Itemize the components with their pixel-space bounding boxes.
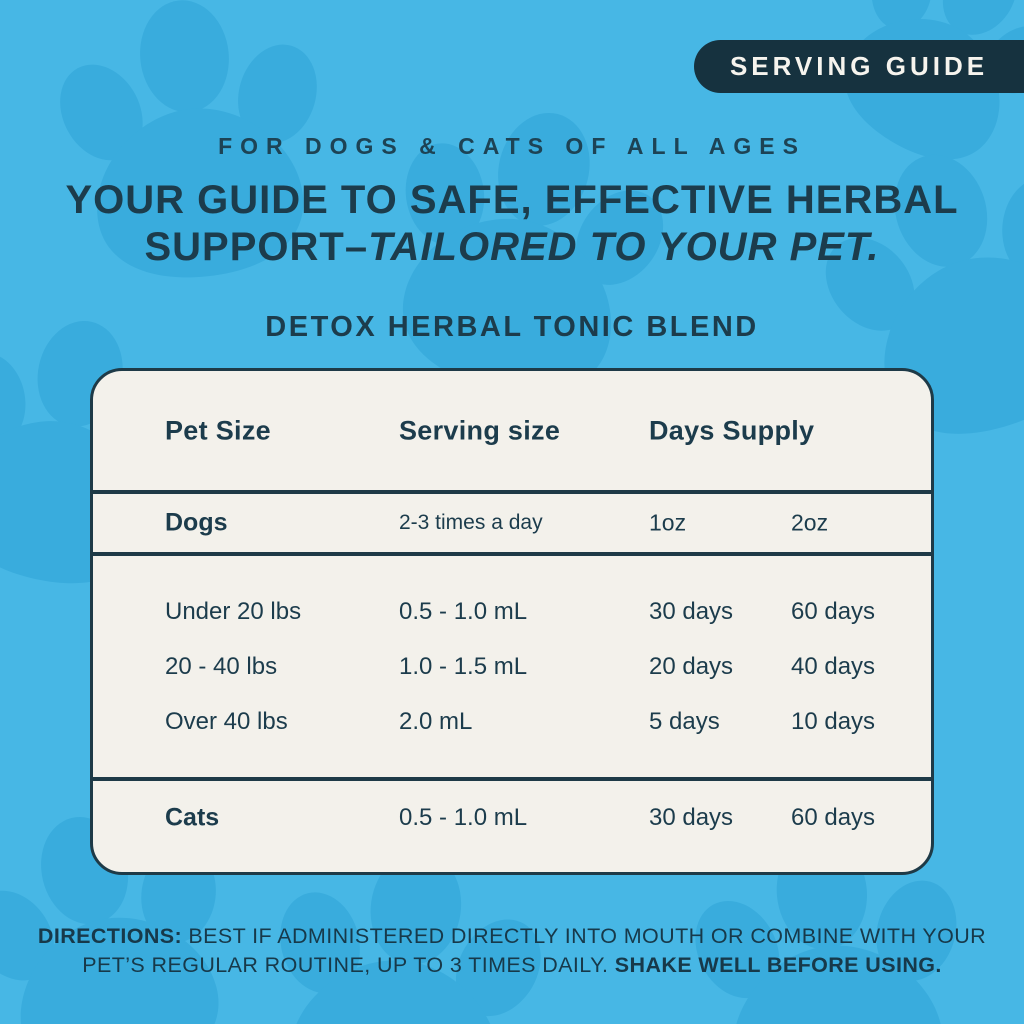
product-name: DETOX HERBAL TONIC BLEND: [265, 311, 759, 343]
eyebrow-text: FOR DOGS & CATS OF ALL AGES: [218, 133, 806, 159]
directions-emphasis: SHAKE WELL BEFORE USING.: [614, 953, 942, 977]
days-supply-1oz: 5 days: [649, 707, 720, 735]
days-supply-2oz: 60 days: [791, 597, 876, 625]
bottle-size-2oz: 2oz: [791, 509, 829, 536]
serving-frequency: 2-3 times a day: [399, 511, 543, 534]
table-divider: [90, 490, 934, 494]
pet-label: Dogs: [165, 508, 228, 537]
days-supply-2oz: 40 days: [791, 652, 876, 680]
table-row-cats: Cats 0.5 - 1.0 mL 30 days 60 days: [93, 781, 931, 855]
serving-amount: 0.5 - 1.0 mL: [399, 804, 528, 831]
days-supply-2oz: 60 days: [791, 804, 876, 831]
table-row-dogs: Dogs 2-3 times a day 1oz 2oz: [93, 494, 931, 552]
table-header-row: Pet Size Serving size Days Supply: [93, 371, 931, 490]
directions-label: DIRECTIONS:: [37, 924, 183, 948]
page-title: YOUR GUIDE TO SAFE, EFFECTIVE HERBAL SUPP…: [0, 177, 1024, 271]
dog-weight-rows: Under 20 lbs 0.5 - 1.0 mL 30 days 60 day…: [93, 556, 931, 777]
serving-amount: 1.0 - 1.5 mL: [399, 652, 528, 680]
table-divider: [90, 777, 934, 781]
pet-label: Cats: [165, 803, 220, 832]
column-header-days-supply: Days Supply: [649, 415, 815, 445]
table-row: Under 20 lbs 0.5 - 1.0 mL 30 days 60 day…: [93, 584, 931, 639]
title-line1: YOUR GUIDE TO SAFE, EFFECTIVE HERBAL: [65, 178, 959, 222]
table-row: 20 - 40 lbs 1.0 - 1.5 mL 20 days 40 days: [93, 639, 931, 694]
title-line2-italic: TAILORED TO YOUR PET.: [368, 225, 880, 269]
serving-guide-badge: SERVING GUIDE: [694, 40, 1024, 93]
serving-table-card: Pet Size Serving size Days Supply Dogs 2…: [90, 368, 934, 875]
table-row: Over 40 lbs 2.0 mL 5 days 10 days: [93, 694, 931, 749]
days-supply-1oz: 30 days: [649, 804, 734, 831]
directions-text: DIRECTIONS: BEST IF ADMINISTERED DIRECTL…: [22, 922, 1002, 980]
serving-amount: 0.5 - 1.0 mL: [399, 597, 528, 625]
weight-range: 20 - 40 lbs: [165, 652, 278, 680]
directions-body: BEST IF ADMINISTERED DIRECTLY INTO MOUTH…: [82, 924, 987, 977]
days-supply-1oz: 30 days: [649, 597, 734, 625]
table-divider: [90, 552, 934, 556]
bottle-size-1oz: 1oz: [649, 509, 687, 536]
weight-range: Under 20 lbs: [165, 597, 302, 625]
badge-label: SERVING GUIDE: [729, 51, 989, 81]
title-line2-plain: SUPPORT–: [144, 225, 369, 269]
column-header-serving-size: Serving size: [399, 415, 561, 445]
days-supply-1oz: 20 days: [649, 652, 734, 680]
column-header-pet-size: Pet Size: [165, 415, 271, 445]
serving-amount: 2.0 mL: [399, 707, 473, 735]
days-supply-2oz: 10 days: [791, 707, 876, 735]
weight-range: Over 40 lbs: [165, 707, 288, 735]
